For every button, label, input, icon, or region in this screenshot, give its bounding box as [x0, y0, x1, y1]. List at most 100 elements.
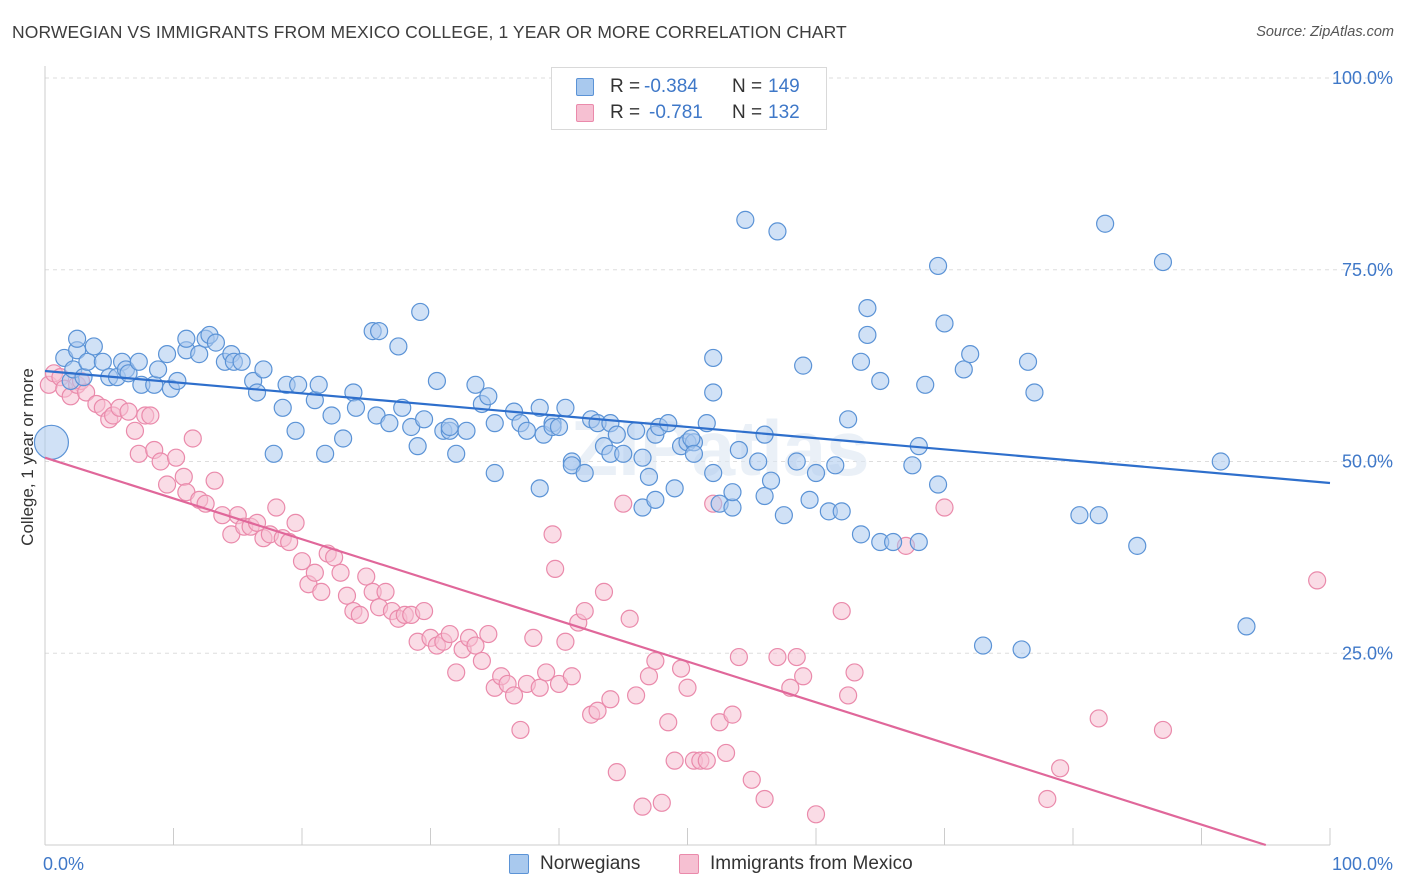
norwegian-point	[1211, 452, 1230, 471]
norwegian-point	[928, 475, 948, 494]
mexico-point	[376, 582, 395, 601]
norwegian-point	[74, 368, 93, 387]
norwegian-point	[659, 414, 678, 433]
mexico-point	[1153, 720, 1173, 740]
mexico-point	[305, 563, 324, 582]
norwegian-point	[851, 525, 871, 544]
y-tick-label: 75.0%	[1342, 260, 1393, 280]
norwegian-point	[157, 345, 177, 364]
norwegian-point	[440, 417, 459, 437]
chart-title: NORWEGIAN VS IMMIGRANTS FROM MEXICO COLL…	[12, 22, 847, 42]
mexico-point	[530, 678, 549, 697]
y-axis-label: College, 1 year or more	[18, 368, 37, 546]
norwegian-point	[607, 425, 626, 444]
mexico-point	[594, 582, 614, 601]
norwegian-point	[1018, 352, 1038, 371]
norwegian-point	[839, 410, 858, 429]
norwegian-point	[309, 375, 328, 394]
mexico-point	[845, 663, 864, 682]
norwegian-point	[916, 375, 935, 394]
mexico-point	[588, 701, 607, 720]
norwegian-point	[466, 375, 485, 394]
norwegian-point	[530, 398, 549, 417]
norwegian-point	[129, 352, 148, 371]
norwegian-point	[871, 371, 890, 391]
norwegian-point	[832, 502, 851, 521]
mexico-point	[350, 605, 369, 625]
mexico-point	[639, 667, 659, 686]
norwegian-point	[457, 421, 476, 440]
mexico-point	[646, 651, 665, 671]
norwegian-point	[1070, 506, 1089, 525]
n-value: 149	[768, 76, 800, 97]
tick-labels: 25.0% 50.0% 75.0% 100.0% 0.0% 100.0%	[43, 68, 1393, 874]
norwegian-point	[723, 498, 742, 517]
mexico-point	[697, 751, 716, 770]
norwegian-point	[414, 410, 434, 429]
norwegian-point	[78, 352, 97, 371]
mexico-point	[1089, 709, 1108, 728]
trend-line-mexico	[44, 456, 1267, 847]
norwegian-point	[935, 314, 954, 333]
y-tick-label: 100.0%	[1332, 68, 1393, 88]
norwegian-point	[626, 421, 646, 440]
mexico-point	[562, 667, 581, 686]
mexico-point	[755, 789, 774, 809]
mexico-point	[1308, 571, 1327, 590]
mexico-point	[575, 601, 594, 621]
mexico-point	[659, 713, 678, 732]
mexico-point	[466, 636, 485, 655]
norwegian-point	[334, 429, 353, 448]
norwegian-point	[530, 479, 549, 498]
blue-swatch	[576, 78, 594, 96]
mexico-point	[312, 582, 331, 601]
mexico-point	[633, 797, 652, 816]
norwegian-point	[787, 452, 806, 471]
norwegian-point	[633, 448, 652, 467]
correlation-legend: R = -0.384 N = 149 R = -0.781 N = 132	[551, 67, 827, 130]
norwegian-point	[479, 387, 498, 406]
mexico-point	[546, 559, 565, 578]
legend-label: Immigrants from Mexico	[710, 853, 913, 874]
norwegian-point	[264, 444, 283, 463]
n-label: N =	[732, 102, 763, 123]
norwegian-point	[928, 256, 948, 276]
mexico-point	[183, 429, 202, 448]
norwegian-point	[389, 337, 408, 356]
x-tick-label: 0.0%	[43, 854, 84, 874]
mexico-point	[292, 552, 312, 571]
norwegian-point	[485, 414, 504, 433]
mexico-point	[511, 720, 530, 740]
trend-lines	[44, 369, 1331, 847]
mexico-point	[472, 651, 491, 671]
norwegian-point	[682, 429, 701, 448]
norwegian-point	[190, 345, 209, 364]
norwegian-point	[273, 398, 292, 417]
mexico-point	[1051, 759, 1070, 778]
blue-swatch	[509, 854, 529, 874]
norwegian-point	[826, 456, 845, 475]
norwegian-point	[289, 375, 308, 394]
norwegian-point	[177, 329, 196, 348]
mexico-point	[768, 647, 787, 667]
norwegian-point	[1096, 214, 1115, 233]
norwegian-point	[736, 210, 755, 229]
norwegian-point	[485, 463, 504, 483]
mexico-point	[620, 609, 639, 628]
mexico-point	[556, 632, 575, 651]
x-tick-label: 100.0%	[1332, 854, 1393, 874]
mexico-point	[504, 686, 524, 705]
mexico-point	[151, 452, 170, 471]
norwegian-point	[447, 444, 466, 463]
norwegian-point	[614, 444, 633, 463]
mexico-point	[157, 475, 177, 494]
norwegian-point	[549, 417, 569, 437]
mexico-point	[331, 563, 350, 582]
mexico-point	[1038, 789, 1057, 809]
y-tick-label: 25.0%	[1342, 643, 1393, 663]
series-norwegians	[33, 210, 1256, 659]
norwegian-point	[316, 444, 335, 463]
norwegian-point	[755, 486, 774, 506]
norwegian-point	[346, 398, 366, 417]
mexico-point	[166, 448, 186, 467]
